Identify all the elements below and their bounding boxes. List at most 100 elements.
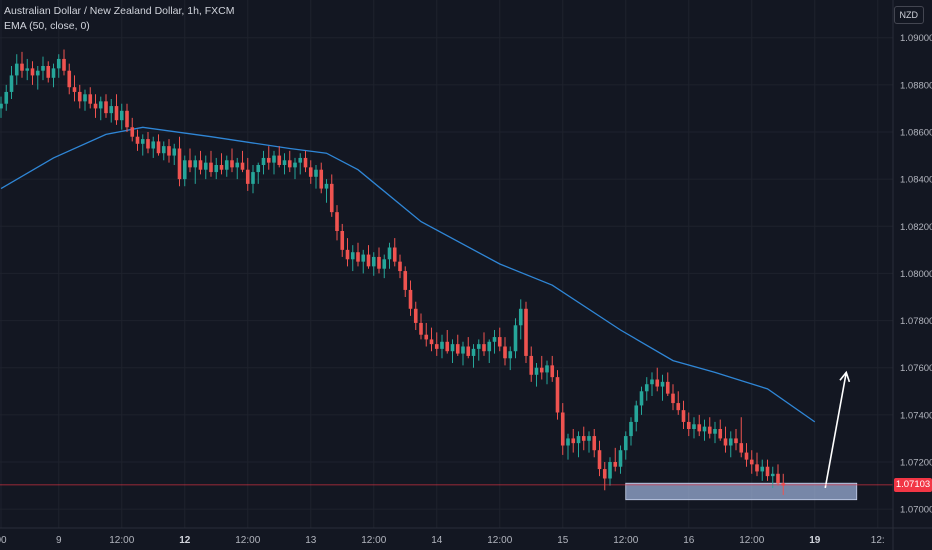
candle [608, 457, 612, 486]
candle [492, 330, 497, 354]
candle [497, 327, 502, 352]
last-price-tag: 1.07103 [894, 477, 932, 492]
candle [566, 433, 570, 460]
candle-body [261, 157, 266, 165]
candle [424, 322, 429, 347]
candle-body [361, 254, 366, 262]
candle-body [581, 436, 586, 441]
candle [51, 63, 56, 88]
candle [67, 63, 72, 95]
candle [765, 459, 770, 481]
x-tick-label: 12:00 [109, 535, 134, 546]
candle-body [188, 160, 192, 168]
candle [471, 344, 476, 368]
candle-body [739, 443, 744, 453]
price-axis[interactable]: 1.09000 1.08800 1.08600 1.08400 1.08200 1.080… [892, 0, 932, 550]
candle-body [571, 438, 576, 444]
candle-body [140, 139, 145, 144]
candle-body [707, 426, 712, 434]
candle-body [56, 58, 61, 69]
candle [560, 403, 565, 455]
candle [219, 153, 224, 175]
candle-body [219, 165, 224, 170]
candle [366, 245, 371, 269]
candle-body [72, 87, 77, 92]
candle [146, 132, 150, 154]
candle [377, 247, 381, 274]
candle [718, 419, 723, 441]
candle [114, 94, 119, 125]
candle-body [104, 101, 108, 114]
candle [25, 58, 30, 81]
candle-body [760, 466, 765, 472]
candle [723, 426, 728, 453]
candle-body [14, 63, 19, 76]
candle [303, 150, 308, 173]
candle-body [135, 136, 140, 144]
candle-body [161, 146, 166, 154]
arrow-head [839, 370, 851, 383]
candle [739, 417, 744, 458]
projection-arrow[interactable] [824, 370, 851, 489]
candle [251, 165, 255, 194]
y-tick-label: 1.07400 [900, 410, 932, 421]
candle-body [587, 436, 591, 441]
candle-body [345, 249, 350, 260]
candle [781, 473, 786, 495]
y-tick-label: 1.07200 [900, 458, 932, 469]
x-tick-label: 19 [809, 535, 821, 546]
candle [161, 141, 166, 161]
candle [46, 61, 51, 83]
support-zone[interactable] [625, 482, 858, 501]
candle-body [744, 452, 749, 460]
candle-body [62, 58, 66, 71]
candle [518, 299, 523, 340]
candle-body [35, 70, 40, 76]
candle-body [413, 308, 418, 323]
candle-body [51, 68, 56, 78]
candle [524, 301, 528, 363]
candle [240, 150, 245, 173]
candle-body [9, 75, 14, 92]
candle-body [193, 160, 198, 168]
candle [335, 205, 339, 241]
candle [293, 157, 297, 180]
candle-body [482, 344, 486, 352]
candle [198, 150, 203, 175]
time-axis[interactable]: 00 9 12:00 12 12:00 13 12:00 14 12:00 15 12:00 16 12… [0, 527, 932, 546]
candle [665, 372, 670, 396]
candle [734, 429, 738, 451]
candle-body [702, 426, 707, 432]
candle [776, 464, 780, 486]
candle-body [366, 254, 371, 267]
y-tick-label: 1.08800 [900, 80, 932, 91]
candle-body [167, 146, 171, 156]
x-tick-label: 12: [871, 535, 885, 546]
candle-body [172, 148, 177, 156]
symbol-title[interactable]: Australian Dollar / New Zealand Dollar, … [4, 5, 235, 17]
candle-body [156, 141, 161, 154]
x-tick-label: 12:00 [361, 535, 386, 546]
grid-lines [0, 0, 893, 528]
candle-body [382, 259, 387, 269]
candle [177, 136, 182, 187]
candle [14, 54, 19, 85]
candle [20, 51, 24, 78]
candle [398, 254, 402, 279]
candle [125, 103, 129, 132]
indicator-label[interactable]: EMA (50, close, 0) [4, 20, 90, 32]
candle [429, 327, 434, 352]
candle-body [629, 421, 633, 437]
candle [245, 157, 250, 191]
candle [256, 162, 261, 184]
x-tick-label: 12:00 [613, 535, 638, 546]
candle-body [592, 436, 597, 451]
currency-badge[interactable]: NZD [893, 6, 924, 24]
candle-body [466, 346, 471, 356]
candle-body [550, 365, 555, 378]
candle-body [597, 450, 602, 470]
candle [476, 339, 481, 361]
candle-body [324, 183, 329, 189]
candle [140, 134, 145, 156]
